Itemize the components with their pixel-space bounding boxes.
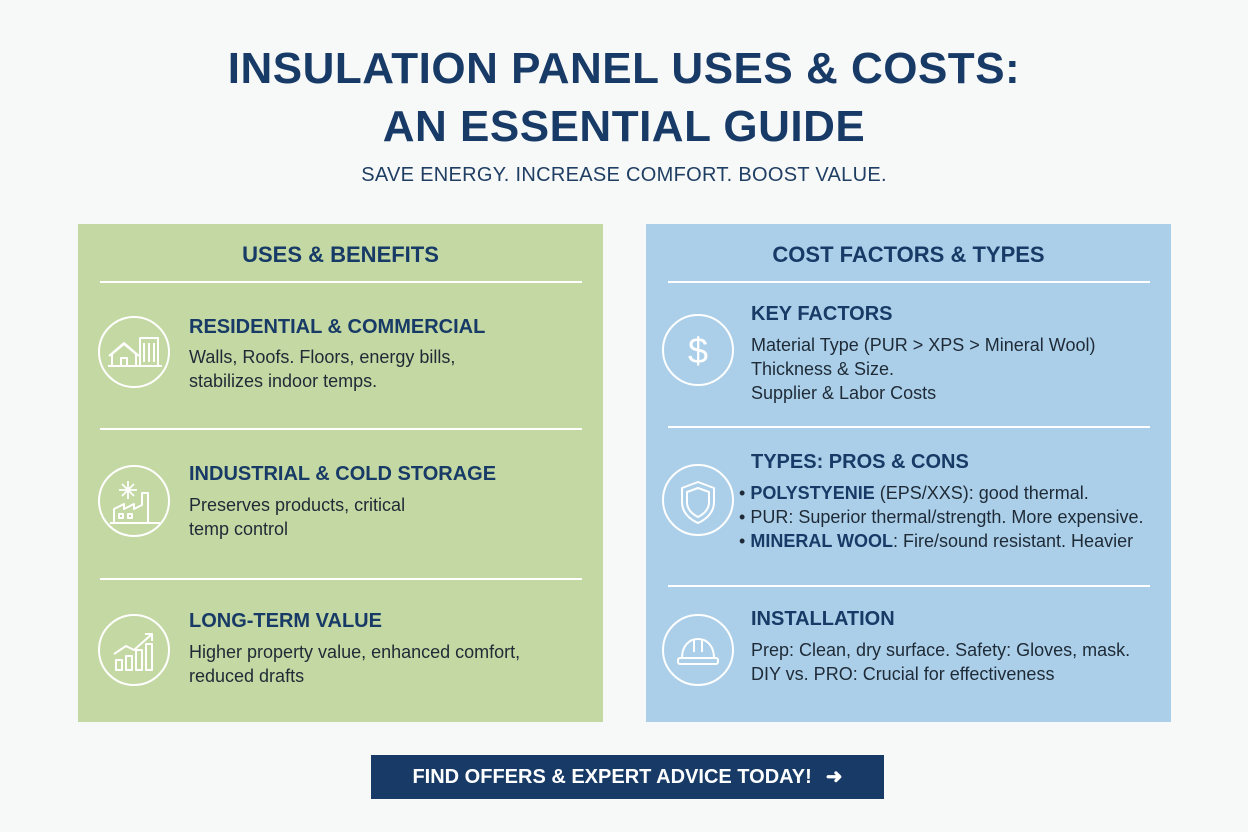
cost-factors-heading: COST FACTORS & TYPES (772, 242, 1045, 267)
section-line: Higher property value, enhanced comfort, (189, 642, 521, 662)
divider (100, 281, 582, 283)
types-list: • POLYSTYENIE (EPS/XXS): good thermal. •… (739, 481, 1144, 553)
section-body: Prep: Clean, dry surface. Safety: Gloves… (751, 638, 1130, 686)
title-line-2: AN ESSENTIAL GUIDE (382, 102, 866, 151)
list-item: • PUR: Superior thermal/strength. More e… (739, 505, 1144, 529)
find-offers-button[interactable]: FIND OFFERS & EXPERT ADVICE TODAY! ➜ (371, 755, 884, 799)
section-body: Higher property value, enhanced comfort,… (189, 640, 520, 688)
divider (100, 428, 582, 430)
uses-benefits-heading: USES & BENEFITS (242, 242, 439, 267)
section-body: Walls, Roofs. Floors, energy bills, stab… (189, 345, 455, 393)
section-line: stabilizes indoor temps. (189, 371, 378, 391)
divider (668, 281, 1150, 283)
divider (668, 426, 1150, 428)
cta-label: FIND OFFERS & EXPERT ADVICE TODAY! (412, 766, 812, 788)
section-line: Prep: Clean, dry surface. Safety: Gloves… (751, 640, 1131, 660)
section-line: temp control (189, 519, 289, 539)
bullet: • (739, 507, 746, 527)
type-description: : Fire/sound resistant. Heavier (892, 531, 1134, 551)
section-line: Thickness & Size. (751, 359, 895, 379)
svg-text:$: $ (688, 330, 708, 371)
bullet: • (739, 531, 746, 551)
page-title: INSULATION PANEL USES & COSTS: AN ESSENT… (0, 40, 1248, 156)
section-title: RESIDENTIAL & COMMERCIAL (189, 316, 486, 338)
section-line: reduced drafts (189, 666, 305, 686)
bullet: • (739, 483, 746, 503)
section-title: INDUSTRIAL & COLD STORAGE (189, 463, 497, 485)
snowflake-factory-icon (98, 465, 170, 537)
section-body: Material Type (PUR > XPS > Mineral Wool)… (751, 333, 1095, 405)
section-line: Preserves products, critical (189, 495, 406, 515)
type-name: MINERAL WOOL (750, 531, 893, 551)
type-description: (EPS/XXS): good thermal. (874, 483, 1089, 503)
section-title: LONG-TERM VALUE (189, 610, 382, 632)
house-building-icon (98, 316, 170, 388)
hard-hat-icon (662, 614, 734, 686)
list-item: • MINERAL WOOL: Fire/sound resistant. He… (739, 529, 1144, 553)
title-line-1: INSULATION PANEL USES & COSTS: (227, 44, 1021, 93)
section-title: KEY FACTORS (751, 303, 893, 325)
section-title: TYPES: PROS & CONS (751, 451, 969, 473)
divider (100, 578, 582, 580)
section-line: DIY vs. PRO: Crucial for effectiveness (751, 664, 1055, 684)
section-line: Material Type (PUR > XPS > Mineral Wool) (751, 335, 1096, 355)
divider (668, 585, 1150, 587)
arrow-right-icon: ➜ (825, 766, 843, 788)
cost-factors-panel: COST FACTORS & TYPES $ KEY FACTORS Mater… (646, 224, 1171, 722)
section-body: Preserves products, critical temp contro… (189, 493, 405, 541)
type-name: POLYSTYENIE (750, 483, 875, 503)
uses-benefits-panel: USES & BENEFITS RESIDENTIAL & COMMERCIAL… (78, 224, 603, 722)
shield-icon (662, 464, 734, 536)
section-title: INSTALLATION (751, 608, 895, 630)
section-line: Supplier & Labor Costs (751, 383, 937, 403)
section-line: Walls, Roofs. Floors, energy bills, (189, 347, 456, 367)
type-description: PUR: Superior thermal/strength. More exp… (750, 507, 1144, 527)
page-subtitle: SAVE ENERGY. INCREASE COMFORT. BOOST VAL… (361, 164, 887, 186)
growth-chart-icon (98, 614, 170, 686)
list-item: • POLYSTYENIE (EPS/XXS): good thermal. (739, 481, 1144, 505)
dollar-icon: $ (662, 314, 734, 386)
